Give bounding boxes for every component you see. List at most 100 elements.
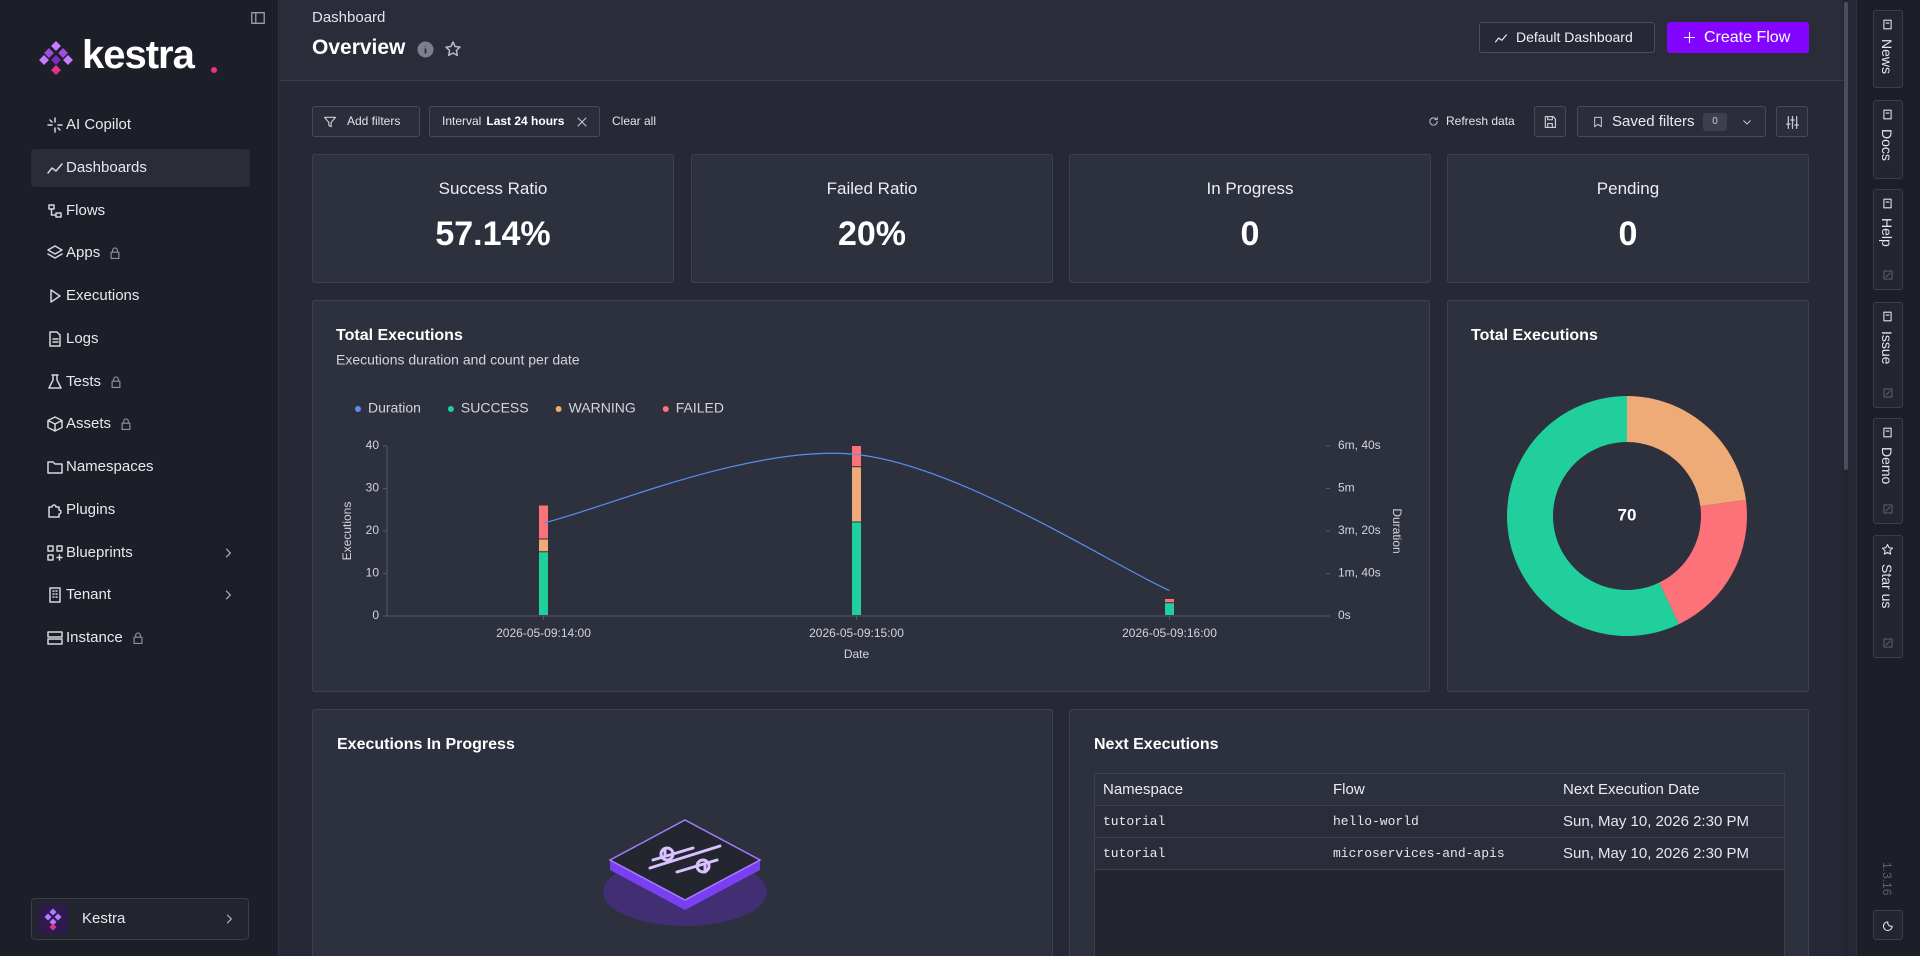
external-icon — [1883, 388, 1893, 398]
logo-mark — [39, 41, 73, 75]
kpi-card: Success Ratio 57.14% — [312, 154, 674, 283]
nav-item[interactable]: Dashboards — [31, 148, 250, 187]
nav-icon — [48, 504, 62, 518]
lock-icon-shape — [111, 375, 121, 388]
chip-value: Last 24 hours — [486, 114, 565, 128]
nav-item[interactable]: Assets — [31, 405, 250, 443]
nav-item[interactable]: AI Copilot — [31, 106, 250, 144]
nav-label: Namespaces — [66, 458, 154, 475]
plus-icon-shape — [1683, 31, 1696, 44]
bar-segment — [852, 522, 861, 615]
rail-icon-shape — [1883, 427, 1892, 438]
nav-item[interactable]: Plugins — [31, 491, 250, 529]
rail-icon — [1883, 198, 1892, 209]
y2-tick-label: 0s — [1338, 608, 1351, 622]
nav-item[interactable]: Tenant — [31, 576, 250, 614]
sliders-icon-shape — [1786, 116, 1799, 129]
legend-swatch — [447, 406, 454, 412]
rail-icon-shape — [1883, 19, 1892, 30]
y-tick-label: 20 — [366, 523, 380, 537]
rail-link[interactable]: Issue — [1873, 302, 1903, 408]
table-row[interactable]: tutorial microservices-and-apis Sun, May 1… — [1095, 838, 1784, 870]
column-header: Flow — [1333, 781, 1365, 798]
interval-chip[interactable]: Interval Last 24 hours — [429, 106, 600, 137]
account-name: Kestra — [82, 910, 126, 927]
column-header: Namespace — [1103, 781, 1184, 798]
logo-diamond — [51, 55, 61, 65]
theme-icon-shape — [1882, 921, 1893, 932]
chevron — [225, 590, 231, 600]
nav-item[interactable]: Executions — [31, 277, 250, 315]
saved-filters-button[interactable]: Saved filters 0 — [1577, 106, 1766, 137]
nav-item[interactable]: Blueprints — [31, 534, 250, 572]
theme-button[interactable] — [1873, 910, 1903, 940]
y-tick-label: 10 — [366, 566, 380, 580]
nav-item[interactable]: Apps — [31, 234, 250, 272]
glyph-knob — [695, 858, 711, 874]
info-icon — [417, 41, 434, 58]
nav-item[interactable]: Flows — [31, 192, 250, 230]
nav-label: AI Copilot — [66, 116, 132, 133]
chart-card — [312, 300, 1430, 692]
rail-label: Help — [1879, 218, 1895, 247]
kpi-card: Pending 0 — [1447, 154, 1809, 283]
nav-icon — [47, 163, 63, 174]
kpi-label: In Progress — [1206, 179, 1294, 198]
nav-icon-shape — [47, 416, 63, 432]
table-cell: microservices-and-apis — [1333, 846, 1505, 861]
nav-icon-shape — [48, 203, 62, 218]
account-switcher[interactable]: Kestra — [31, 898, 249, 940]
add-filters-button[interactable]: Add filters — [312, 106, 420, 137]
save-filter-button[interactable] — [1534, 106, 1566, 137]
chart-icon-shape — [1494, 34, 1508, 43]
create-flow-button[interactable]: Create Flow — [1667, 22, 1809, 53]
nav-icon-shape — [47, 461, 63, 474]
nav-item[interactable]: Namespaces — [31, 448, 250, 486]
rail-label: Issue — [1879, 331, 1895, 365]
nav-icon — [50, 289, 61, 303]
rail-link[interactable]: Demo — [1873, 418, 1903, 524]
donut-total: 70 — [1618, 505, 1637, 524]
kpi-value: 0 — [1618, 215, 1638, 253]
kpi-value: 57.14% — [435, 215, 551, 253]
external-icon — [1883, 638, 1893, 648]
lock-icon — [110, 247, 120, 260]
rail-link[interactable]: Help — [1873, 189, 1903, 290]
logo-diamond — [54, 913, 62, 921]
kpi-value: 0 — [1240, 215, 1260, 253]
rail-label: Demo — [1879, 447, 1895, 485]
empty-illustration — [603, 819, 767, 926]
external-icon — [1883, 270, 1893, 280]
logo-diamond — [39, 55, 49, 65]
rail-icon-shape — [1883, 109, 1892, 120]
refresh-icon-shape — [1429, 116, 1438, 126]
nav-item[interactable]: Instance — [31, 619, 250, 657]
settings-button[interactable] — [1776, 106, 1808, 137]
nav-label: Tests — [66, 372, 102, 390]
duration-line — [543, 452, 1170, 592]
chevron-down — [1743, 120, 1751, 125]
nav-item[interactable]: Tests — [31, 363, 250, 401]
table-row[interactable]: tutorial hello-world Sun, May 10, 2026 2:3… — [1095, 806, 1784, 838]
rail-link[interactable]: Docs — [1873, 100, 1903, 179]
external-icon-shape — [1883, 638, 1893, 648]
default-dashboard-button[interactable]: Default Dashboard — [1479, 22, 1655, 53]
legend-swatch — [355, 406, 361, 412]
sidebar: kestra AI Copilot Dashboards Flows Apps Execu… — [0, 0, 279, 956]
nav-item[interactable]: Logs — [31, 320, 250, 358]
legend-label: FAILED — [676, 400, 724, 416]
rail-link[interactable]: News — [1873, 10, 1903, 88]
clear-all-link[interactable]: Clear all — [612, 114, 657, 128]
y-tick-label: 40 — [366, 438, 380, 452]
nav-icon-shape — [48, 504, 62, 518]
rail-link[interactable]: Star us — [1873, 535, 1903, 658]
column-header: Next Execution Date — [1563, 781, 1700, 798]
bar-segment — [1165, 603, 1174, 615]
refresh-button[interactable]: Refresh data — [1428, 106, 1520, 137]
chevron-shape — [225, 590, 231, 600]
rail-icon-shape — [1883, 198, 1892, 209]
rail-icon — [1881, 543, 1894, 555]
nav-icon — [47, 245, 63, 259]
nav-icon — [47, 631, 63, 645]
